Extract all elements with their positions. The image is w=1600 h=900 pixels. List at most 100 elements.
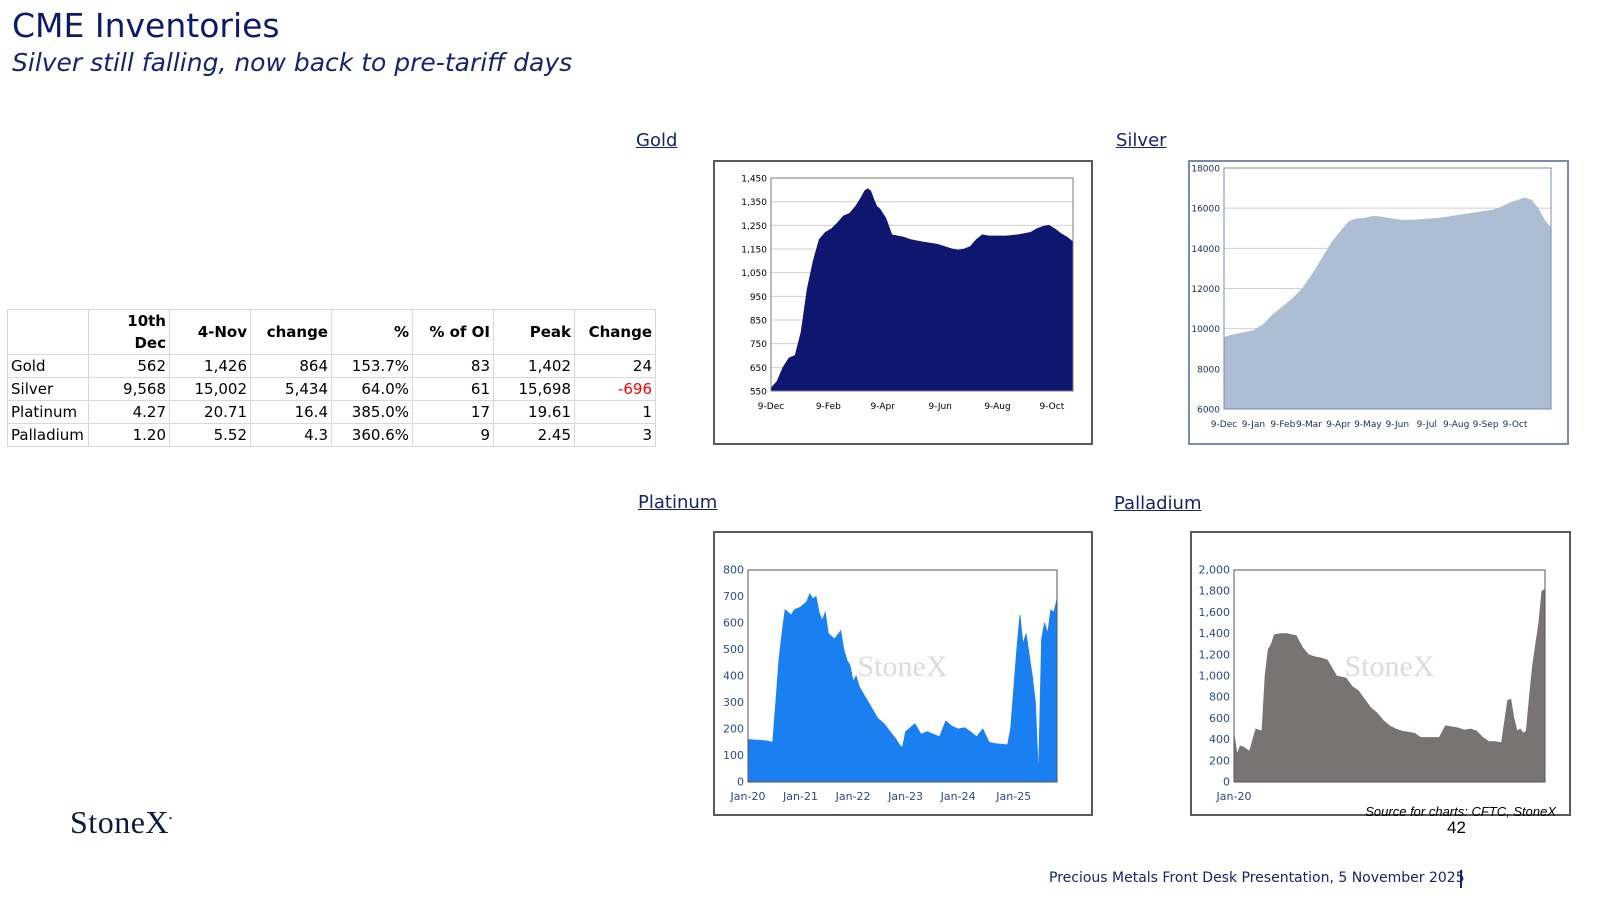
platinum-chart-title: Platinum xyxy=(638,492,718,513)
table-cell: 64.0% xyxy=(331,377,413,401)
stonex-logo: StoneX• xyxy=(70,804,173,840)
table-cell: 562 xyxy=(88,354,170,378)
column-header: Change xyxy=(574,309,656,355)
series-area xyxy=(747,592,1058,783)
x-tick-label: 9-Feb xyxy=(1270,420,1295,430)
table-header-row: 10th Dec 4-Nov change % % of OI Peak Cha… xyxy=(7,309,656,355)
column-header: % of OI xyxy=(412,309,494,355)
table-cell: 5,434 xyxy=(250,377,332,401)
y-tick-label: 1,250 xyxy=(741,222,767,232)
x-tick-label: 9-Oct xyxy=(1503,420,1528,430)
x-tick-label: 9-Jun xyxy=(928,402,952,412)
y-tick-label: 300 xyxy=(723,696,744,709)
silver-chart: 6000 8000 10000 12000 14000 16000 18000 9-Dec 9-… xyxy=(1188,160,1569,445)
silver-chart-title: Silver xyxy=(1116,130,1167,151)
row-label: Platinum xyxy=(7,400,89,424)
table-cell: 24 xyxy=(574,354,656,378)
x-tick-label: Jan-24 xyxy=(940,790,976,803)
table-cell: 9 xyxy=(412,423,494,447)
y-tick-label: 1,150 xyxy=(741,246,767,256)
table-cell: 16.4 xyxy=(250,400,332,424)
x-tick-label: 9-Jan xyxy=(1242,420,1265,430)
x-tick-label: 9-Apr xyxy=(871,402,896,412)
x-tick-label: Jan-25 xyxy=(995,790,1031,803)
y-tick-label: 1,450 xyxy=(741,175,767,185)
y-tick-label: 8000 xyxy=(1197,365,1220,375)
column-header: 4-Nov xyxy=(169,309,251,355)
column-header: Peak xyxy=(493,309,575,355)
x-tick-label: 9-Dec xyxy=(758,402,784,412)
table-cell: 61 xyxy=(412,377,494,401)
table-cell: -696 xyxy=(574,377,656,401)
y-tick-label: 750 xyxy=(750,340,767,350)
table-cell: 1,402 xyxy=(493,354,575,378)
y-tick-label: 950 xyxy=(750,293,767,303)
presentation-footer: Precious Metals Front Desk Presentation,… xyxy=(1049,870,1465,886)
table-cell: 3 xyxy=(574,423,656,447)
palladium-chart-title: Palladium xyxy=(1114,493,1202,514)
y-tick-label: 12000 xyxy=(1191,285,1220,295)
x-tick-label: 9-Sep xyxy=(1473,420,1499,430)
y-tick-label: 10000 xyxy=(1191,325,1220,335)
row-label: Gold xyxy=(7,354,89,378)
table-cell: 17 xyxy=(412,400,494,424)
chart-watermark: StoneX xyxy=(858,650,948,683)
table-cell: 360.6% xyxy=(331,423,413,447)
gold-chart: 550 650 750 850 950 1,050 1,150 1,250 1,350 1,450… xyxy=(713,160,1093,445)
page-number: 42 xyxy=(1447,818,1466,837)
x-tick-label: Jan-20 xyxy=(1216,790,1252,803)
row-label: Palladium xyxy=(7,423,89,447)
x-tick-label: Jan-20 xyxy=(730,790,766,803)
x-tick-label: 9-Mar xyxy=(1296,420,1322,430)
x-tick-label: Jan-23 xyxy=(887,790,923,803)
inventory-table: 10th Dec 4-Nov change % % of OI Peak Cha… xyxy=(7,309,656,447)
table-cell: 5.52 xyxy=(169,423,251,447)
x-tick-label: 9-Dec xyxy=(1211,420,1237,430)
y-tick-label: 650 xyxy=(750,364,767,374)
y-tick-label: 14000 xyxy=(1191,245,1220,255)
page-title: CME Inventories xyxy=(12,6,280,45)
table-row: Platinum 4.27 20.71 16.4 385.0% 17 19.61 1 xyxy=(7,400,656,424)
table-cell: 20.71 xyxy=(169,400,251,424)
y-tick-label: 1,800 xyxy=(1199,585,1231,598)
y-tick-label: 700 xyxy=(723,590,744,603)
table-cell: 19.61 xyxy=(493,400,575,424)
gold-chart-title: Gold xyxy=(636,130,678,151)
column-header: 10th Dec xyxy=(88,309,170,355)
table-cell: 4.3 xyxy=(250,423,332,447)
column-header: change xyxy=(250,309,332,355)
y-tick-label: 1,000 xyxy=(1199,670,1231,683)
series-area xyxy=(770,188,1074,392)
y-tick-label: 1,400 xyxy=(1199,627,1231,640)
y-tick-label: 400 xyxy=(1209,733,1230,746)
x-tick-label: 9-Aug xyxy=(984,402,1010,412)
y-tick-label: 800 xyxy=(723,564,744,577)
table-cell: 385.0% xyxy=(331,400,413,424)
y-tick-label: 600 xyxy=(723,617,744,630)
column-header xyxy=(7,309,89,355)
y-tick-label: 500 xyxy=(723,643,744,656)
y-tick-label: 18000 xyxy=(1191,165,1220,175)
series-area xyxy=(1233,588,1546,783)
y-tick-label: 600 xyxy=(1209,712,1230,725)
palladium-chart: StoneX 0 200 400 600 800 1,000 1,200 1,400 1,600 1… xyxy=(1190,531,1571,816)
y-tick-label: 1,200 xyxy=(1199,648,1231,661)
table-cell: 1,426 xyxy=(169,354,251,378)
table-cell: 9,568 xyxy=(88,377,170,401)
y-tick-label: 200 xyxy=(1209,754,1230,767)
y-tick-label: 400 xyxy=(723,670,744,683)
plot-area-border xyxy=(1223,167,1552,410)
row-label: Silver xyxy=(7,377,89,401)
chart-source-note: Source for charts: CFTC, StoneX xyxy=(1365,804,1556,819)
y-tick-label: 1,600 xyxy=(1199,606,1231,619)
table-cell: 153.7% xyxy=(331,354,413,378)
x-tick-label: 9-Oct xyxy=(1039,402,1064,412)
x-tick-label: 9-Aug xyxy=(1443,420,1469,430)
page-subtitle: Silver still falling, now back to pre-ta… xyxy=(12,48,573,77)
x-tick-label: 9-Jun xyxy=(1386,420,1410,430)
chart-watermark: StoneX xyxy=(1345,650,1435,683)
x-tick-label: Jan-22 xyxy=(835,790,871,803)
footer-divider xyxy=(1460,870,1462,888)
y-tick-label: 16000 xyxy=(1191,205,1220,215)
series-area xyxy=(1223,197,1552,410)
